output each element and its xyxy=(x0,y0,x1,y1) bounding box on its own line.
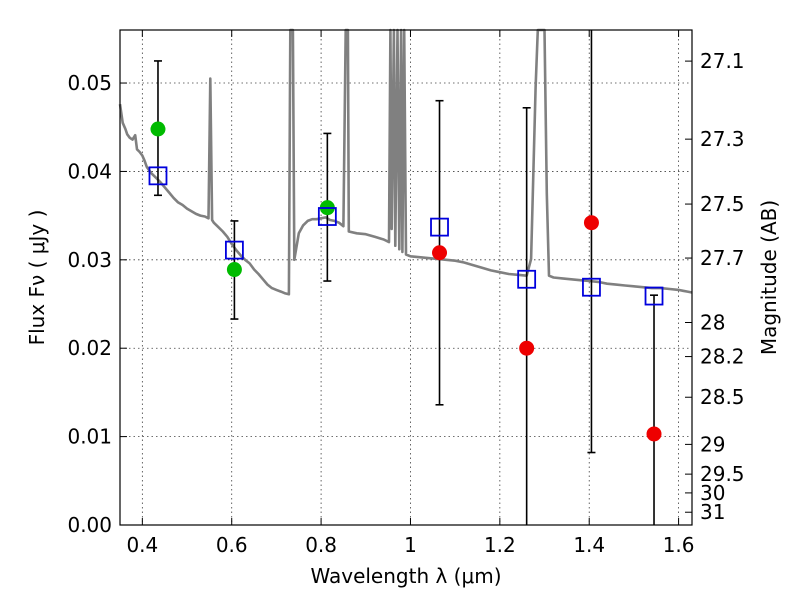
y2-tick-label: 27.3 xyxy=(700,127,745,151)
x-tick-label: 0.8 xyxy=(305,533,337,557)
y-tick-label: 0.04 xyxy=(67,159,112,183)
model-photometry-point xyxy=(317,207,337,226)
y2-tick-label: 27.5 xyxy=(700,192,745,216)
y-tick-label: 0.05 xyxy=(67,71,112,95)
model-photometry-points xyxy=(148,166,664,306)
observed-point xyxy=(519,340,535,356)
y-axis-label: Flux Fν ( μJy ) xyxy=(25,210,49,346)
x-tick-label: 1.6 xyxy=(663,533,695,557)
y2-tick-label: 28.5 xyxy=(700,385,745,409)
model-spectrum xyxy=(118,28,693,296)
y2-tick-label: 28 xyxy=(700,311,725,335)
y2-tick-label: 30 xyxy=(700,481,725,505)
y-axis-ticks: 0.00 0.01 0.02 0.03 0.04 0.05 xyxy=(67,71,127,537)
y2-tick-label: 29 xyxy=(700,432,725,456)
model-photometry-point xyxy=(517,269,537,289)
observed-points xyxy=(150,121,662,442)
y-tick-label: 0.02 xyxy=(67,336,112,360)
model-spectrum-line xyxy=(118,28,693,296)
observed-point xyxy=(150,121,166,137)
x-tick-label: 0.4 xyxy=(126,533,158,557)
y-tick-label: 0.01 xyxy=(67,425,112,449)
y2-axis-label: Magnitude (AB) xyxy=(757,200,781,355)
x-axis-ticks: 0.4 0.6 0.8 1 1.2 1.4 1.6 xyxy=(126,30,695,557)
model-photometry-point xyxy=(430,217,449,237)
model-photometry-point xyxy=(644,286,664,306)
y2-tick-label: 27.1 xyxy=(700,49,745,73)
y-tick-label: 0.00 xyxy=(67,513,112,537)
x-tick-label: 0.6 xyxy=(216,533,248,557)
y-tick-label: 0.03 xyxy=(67,248,112,272)
x-tick-label: 1.4 xyxy=(573,533,605,557)
y2-tick-label: 27.7 xyxy=(700,246,745,270)
y2-tick-label: 28.2 xyxy=(700,345,745,369)
observed-point xyxy=(226,262,242,278)
observed-point xyxy=(646,426,662,442)
plot-frame xyxy=(119,29,693,526)
x-tick-label: 1.2 xyxy=(484,533,516,557)
observed-point xyxy=(583,215,599,231)
x-axis-label: Wavelength λ (μm) xyxy=(310,564,501,588)
model-photometry-point xyxy=(224,240,244,260)
observed-point xyxy=(432,245,448,261)
model-photometry-point xyxy=(582,277,601,297)
model-photometry-point xyxy=(148,166,168,186)
x-tick-label: 1 xyxy=(404,533,417,557)
y2-tick-label: 31 xyxy=(700,500,725,524)
y2-tick-label: 29.5 xyxy=(700,462,745,486)
grid-lines xyxy=(120,30,692,526)
